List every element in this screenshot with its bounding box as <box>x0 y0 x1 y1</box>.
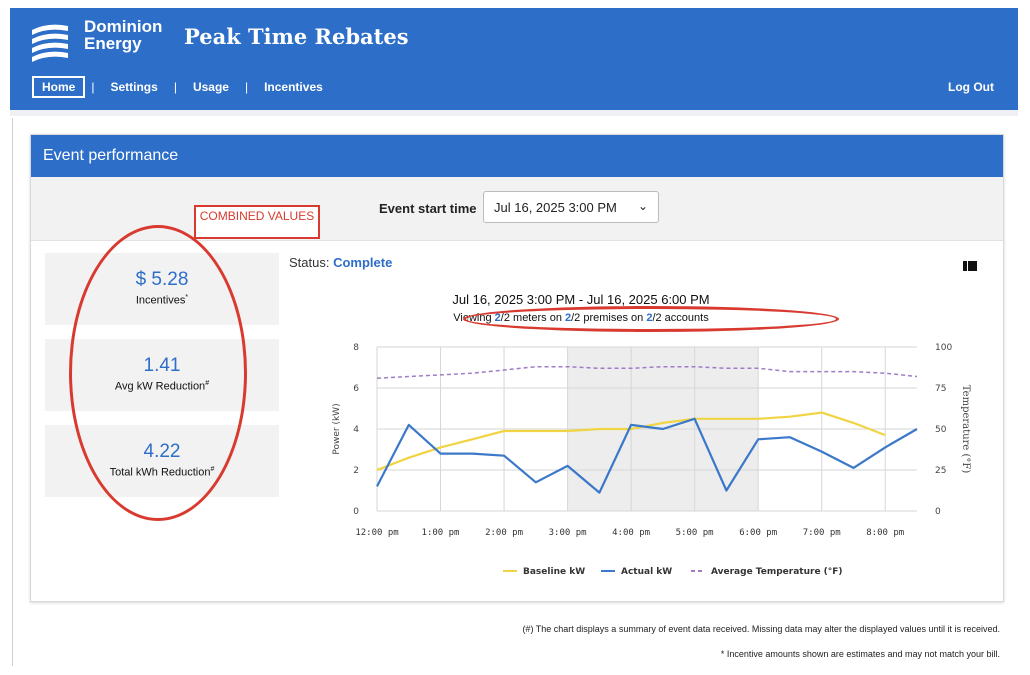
nav-settings[interactable]: Settings <box>110 80 158 94</box>
event-chart: 0 2 4 6 8 0 25 50 75 100 12:00 pm 1:00 pm 2:00 pm 3:0… <box>332 343 971 577</box>
nav-incentives[interactable]: Incentives <box>264 80 323 94</box>
x-tick-label: 3:00 pm <box>549 528 587 538</box>
x-tick-label: 2:00 pm <box>485 528 523 538</box>
y-tick-label: 4 <box>353 425 359 435</box>
viewing-annotation-ellipse <box>463 306 839 332</box>
chevron-down-icon: ⌄ <box>637 199 648 213</box>
y-tick-label: 2 <box>353 466 359 476</box>
x-tick-label: 4:00 pm <box>612 528 650 538</box>
chart-date-range: Jul 16, 2025 3:00 PM - Jul 16, 2025 6:00… <box>452 292 710 307</box>
brand-name: Dominion Energy <box>84 18 162 52</box>
y-tick-label: 6 <box>353 384 359 394</box>
event-status: Status: Complete <box>289 255 392 270</box>
status-value: Complete <box>333 255 393 270</box>
y2-tick-label: 25 <box>935 466 946 476</box>
y2-tick-label: 50 <box>935 425 947 435</box>
y-axis-title: Power (kW) <box>332 403 342 454</box>
x-tick-label: 1:00 pm <box>422 528 460 538</box>
event-toolbar: Event start time Jul 16, 2025 3:00 PM ⌄ <box>31 177 1003 241</box>
x-tick-label: 6:00 pm <box>739 528 777 538</box>
x-tick-label: 5:00 pm <box>676 528 714 538</box>
y-tick-label: 8 <box>353 343 359 353</box>
page-edge-line <box>12 118 13 666</box>
panel-title: Event performance <box>31 135 1003 177</box>
app-header: Dominion Energy Peak Time Rebates Home |… <box>10 8 1018 110</box>
x-tick-label: 8:00 pm <box>866 528 904 538</box>
chart-menu-icon[interactable] <box>963 261 977 271</box>
stats-annotation-ellipse <box>69 225 247 521</box>
brand-line1: Dominion <box>84 17 163 36</box>
y-tick-label: 0 <box>353 507 359 517</box>
event-start-select[interactable]: Jul 16, 2025 3:00 PM ⌄ <box>483 191 659 223</box>
status-label: Status: <box>289 255 330 270</box>
series-line-2 <box>376 365 918 379</box>
footnote-data: (#) The chart displays a summary of even… <box>522 624 1000 634</box>
series-line-1 <box>376 417 918 494</box>
event-start-label: Event start time <box>379 201 477 216</box>
legend-label-1: Actual kW <box>621 567 672 577</box>
nav-home[interactable]: Home <box>32 76 86 98</box>
x-tick-label: 7:00 pm <box>803 528 841 538</box>
nav-separator: | <box>173 80 177 94</box>
main-nav: Home | Settings | Usage | Incentives <box>32 76 333 98</box>
x-tick-label: 12:00 pm <box>355 528 398 538</box>
y2-tick-label: 100 <box>935 343 952 353</box>
y2-tick-label: 75 <box>935 384 946 394</box>
event-performance-panel: Event performance Event start time Jul 1… <box>30 134 1004 602</box>
header-divider <box>10 110 1018 116</box>
legend-label-2: Average Temperature (°F) <box>711 567 843 577</box>
app-title: Peak Time Rebates <box>184 24 409 49</box>
nav-usage[interactable]: Usage <box>192 80 229 94</box>
legend-label-0: Baseline kW <box>523 567 585 577</box>
combined-values-annotation: COMBINED VALUES <box>194 205 320 239</box>
series-line-0 <box>376 411 886 472</box>
y2-axis-title: Temperature (°F) <box>960 385 971 474</box>
logout-link[interactable]: Log Out <box>948 80 994 94</box>
nav-separator: | <box>91 80 95 94</box>
event-start-value: Jul 16, 2025 3:00 PM <box>494 200 617 215</box>
brand-line2: Energy <box>84 34 142 53</box>
footnote-incentive: * Incentive amounts shown are estimates … <box>720 649 1000 659</box>
nav-separator: | <box>244 80 249 94</box>
y2-tick-label: 0 <box>935 507 941 517</box>
dominion-logo-icon <box>32 24 68 62</box>
